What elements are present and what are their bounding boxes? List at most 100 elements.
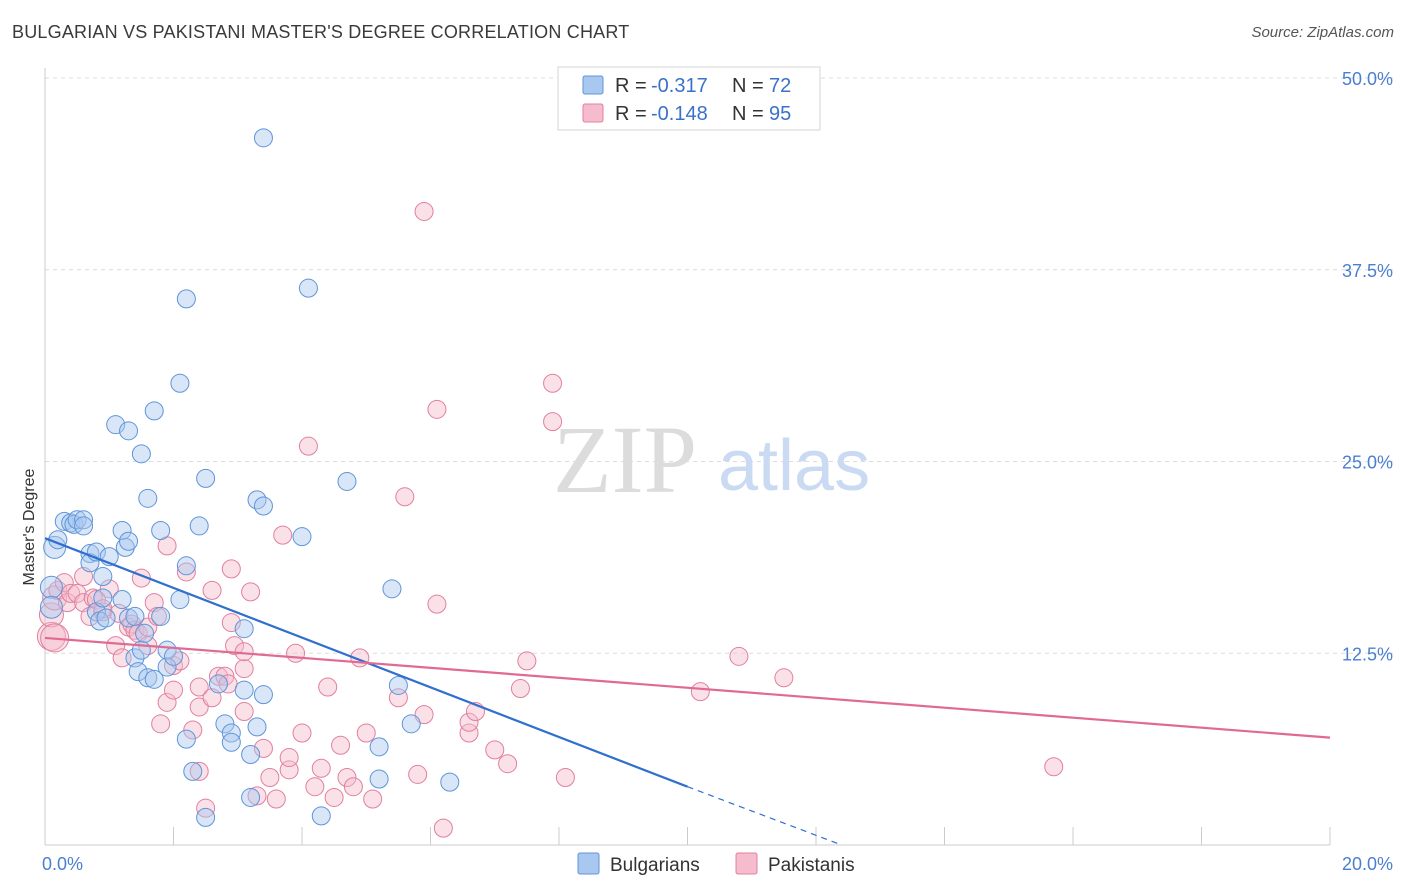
pakistanis-point-81 [485,740,505,760]
pakistanis-point-16 [106,636,126,656]
bulgarians-point-70 [176,289,196,309]
bulgarians-point-23 [119,608,139,628]
chart-source: Source: ZipAtlas.com [1251,24,1394,41]
pakistanis-point-9 [74,593,94,613]
pakistanis-point-52 [247,786,267,806]
pakistanis-point-46 [221,559,241,579]
legend-r-label-pakistanis: R = [615,103,647,125]
pakistanis-point-51 [241,582,261,602]
bottom-legend-pakistanis: Pakistanis [768,855,855,876]
pakistanis-point-15 [99,579,119,599]
pakistanis-point-47 [225,636,245,656]
pakistanis-point-89 [774,668,794,688]
bulgarians-point-41 [196,468,216,488]
y-axis-label: Master's Degree [21,468,38,585]
pakistanis-point-71 [363,789,383,809]
bulgarians-point-20 [112,590,132,610]
bulgarians-point-8 [74,510,94,530]
y-tick-labels: 12.5% 25.0% 37.5% 50.0% [1342,69,1393,664]
bulgarians-point-37 [176,556,196,576]
bulgarians-point-24 [125,606,145,626]
pakistanis-point-43 [215,666,235,686]
bulgarians-point-15 [93,567,113,587]
bulgarians-point-19 [112,521,132,541]
bulgarians-points [39,128,460,827]
bulgarians-point-67 [138,488,158,508]
bulgarians-point-46 [221,732,241,752]
pakistanis-point-82 [498,754,518,774]
pakistanis-point-87 [690,682,710,702]
pakistanis-point-93 [543,373,563,393]
grid [45,77,1395,654]
bottom-legend-swatch-pakistanis [735,852,758,875]
pakistanis-point-83 [510,679,530,699]
bulgarians-point-42 [196,807,216,827]
pakistanis-point-79 [459,712,479,732]
bulgarians-point-56 [311,806,331,826]
y-tick-label-1: 25.0% [1342,453,1393,473]
pakistanis-point-62 [305,777,325,797]
pakistanis-point-32 [164,680,183,700]
bulgarians-point-68 [144,401,164,421]
x-tick-label-max: 20.0% [1342,854,1393,874]
trend-lines [44,537,1331,846]
bulgarians-point-54 [253,685,273,705]
pakistanis-point-8 [74,567,94,587]
bulgarians-point-59 [369,737,389,757]
bulgarians-point-47 [234,680,254,700]
pakistanis-point-20 [122,614,142,634]
pakistanis-point-40 [202,688,222,708]
bottom-legend-swatch-bulgarians [577,852,600,875]
bulgarians-point-65 [119,421,139,441]
bottom-legend-bulgarians: Bulgarians [610,855,700,876]
pakistanis-point-50 [234,642,254,662]
bulgarians-trend-extension [687,786,842,846]
bulgarians-point-28 [135,623,155,643]
pakistanis-point-84 [517,651,537,671]
bulgarians-point-66 [131,444,151,464]
pakistanis-point-35 [183,720,203,740]
legend-n-label-bulgarians: N = [732,75,764,97]
bulgarians-point-69 [170,373,190,393]
pakistanis-point-58 [279,748,299,768]
legend-n-value-bulgarians: 72 [769,75,791,97]
pakistanis-point-54 [260,768,280,788]
pakistanis-point-75 [414,705,434,725]
x-tick-labels: 0.0% 20.0% [42,854,1393,874]
pakistanis-point-0 [36,621,66,651]
bulgarians-point-35 [164,646,183,666]
bulgarians-point-50 [241,787,261,807]
bulgarians-point-0 [39,575,63,599]
pakistanis-point-73 [395,487,415,507]
pakistanis-point-28 [151,714,171,734]
pakistanis-point-1 [38,602,64,628]
pakistanis-point-41 [202,580,222,600]
y-tick-label-0: 12.5% [1342,644,1393,664]
bulgarians-point-51 [247,717,267,737]
pakistanis-point-29 [157,692,177,712]
pakistanis-point-6 [61,583,81,603]
pakistanis-point-74 [408,764,428,784]
bottom-legend: Bulgarians Pakistanis [577,852,855,876]
pakistanis-point-85 [543,412,563,432]
pakistanis-point-66 [331,735,351,755]
pakistanis-point-56 [273,525,293,545]
bulgarians-point-49 [241,744,261,764]
pakistanis-trend-line [44,636,1331,739]
bulgarians-point-21 [115,537,135,557]
pakistanis-point-34 [176,562,196,582]
legend-n-value-pakistanis: 95 [769,103,791,125]
pakistanis-point-86 [555,768,575,788]
axes [44,68,1331,846]
bulgarians-point-43 [208,674,228,694]
bulgarians-point-17 [96,608,116,628]
bulgarians-point-22 [119,531,139,551]
watermark: ZIP atlas [553,406,870,513]
bulgarians-point-40 [189,516,209,536]
legend-swatch-pakistanis [582,103,604,123]
pakistanis-point-65 [324,787,344,807]
y-tick-label-2: 37.5% [1342,261,1393,281]
pakistanis-point-61 [292,723,312,743]
bulgarians-point-58 [369,769,389,789]
